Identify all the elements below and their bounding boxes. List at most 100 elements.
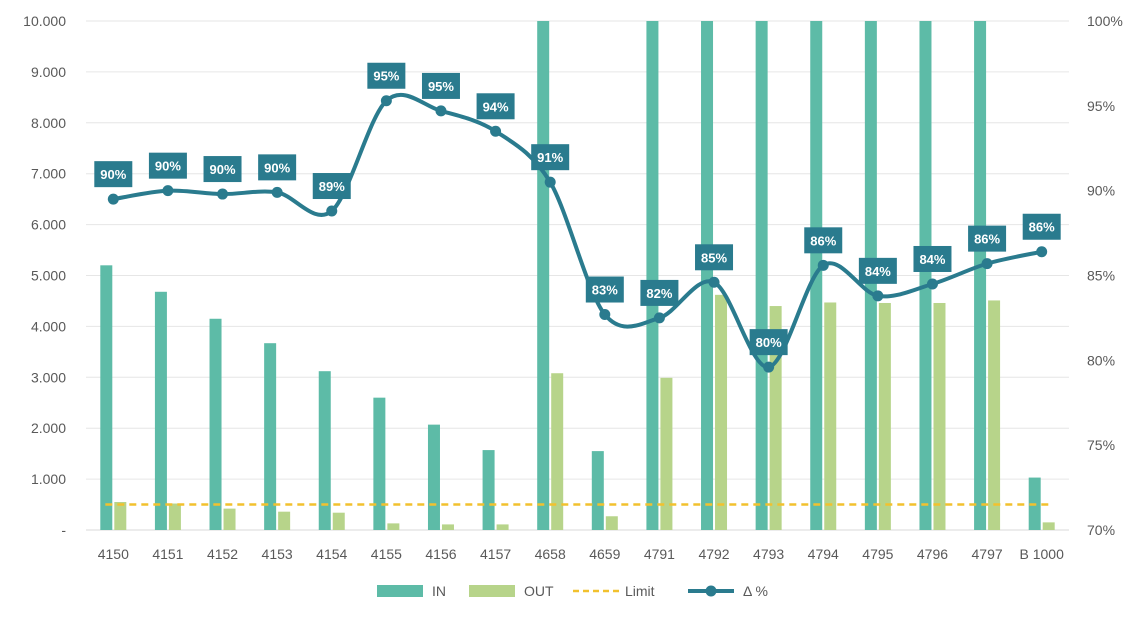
delta-label: 95% bbox=[428, 79, 454, 94]
delta-label: 80% bbox=[756, 335, 782, 350]
bar-in bbox=[318, 371, 331, 530]
delta-label-box bbox=[1022, 213, 1061, 240]
legend-marker-delta bbox=[705, 585, 717, 597]
bar-out bbox=[441, 524, 454, 530]
delta-label-box bbox=[858, 257, 897, 284]
delta-marker bbox=[653, 312, 665, 324]
delta-label-box bbox=[640, 279, 679, 306]
bar-out bbox=[1042, 522, 1055, 530]
bar-in bbox=[701, 21, 714, 530]
delta-label-box bbox=[203, 156, 242, 183]
y-axis-left: - 1.000 2.000 3.000 4.000 5.000 6.000 7.000 8.00… bbox=[23, 13, 66, 538]
delta-label: 89% bbox=[319, 179, 345, 194]
bar-out bbox=[114, 502, 127, 530]
delta-label: 86% bbox=[810, 233, 836, 248]
bar-in bbox=[646, 21, 659, 530]
bar-in bbox=[100, 265, 113, 530]
bar-out bbox=[332, 512, 345, 530]
delta-label-box bbox=[585, 276, 624, 303]
delta-series-line bbox=[112, 93, 1043, 370]
y-right-tick-label: 75% bbox=[1087, 437, 1115, 453]
legend-swatch-out bbox=[469, 585, 515, 597]
delta-label: 86% bbox=[974, 232, 1000, 247]
x-tick-label: 4797 bbox=[972, 546, 1003, 562]
y-right-tick-label: 95% bbox=[1087, 98, 1115, 114]
bar-out bbox=[168, 503, 181, 530]
bar-out bbox=[223, 508, 236, 530]
y-right-tick-label: 85% bbox=[1087, 268, 1115, 284]
delta-label-box bbox=[531, 144, 570, 171]
delta-marker bbox=[107, 193, 119, 205]
bar-out bbox=[605, 516, 618, 530]
bar-in bbox=[427, 424, 440, 530]
delta-marker bbox=[490, 125, 502, 137]
delta-label: 90% bbox=[100, 167, 126, 182]
x-axis: 4150 4151 4152 4153 4154 4155 4156 4157 4658 4659… bbox=[98, 546, 1064, 562]
bar-in bbox=[974, 21, 987, 530]
x-tick-label: 4793 bbox=[753, 546, 784, 562]
bar-out bbox=[278, 511, 291, 530]
y-left-tick-label: 10.000 bbox=[23, 13, 66, 29]
delta-label-box bbox=[421, 72, 460, 99]
bar-out bbox=[496, 524, 509, 530]
bar-out bbox=[769, 306, 782, 530]
delta-line bbox=[107, 93, 1048, 373]
y-left-tick-label: - bbox=[61, 522, 66, 538]
delta-label-box bbox=[695, 244, 734, 271]
delta-label: 95% bbox=[373, 69, 399, 84]
legend-swatch-in bbox=[377, 585, 423, 597]
y-left-tick-label: 2.000 bbox=[31, 420, 66, 436]
gridlines bbox=[86, 20, 1069, 531]
bar-out bbox=[933, 302, 946, 530]
legend-label-in: IN bbox=[432, 583, 446, 599]
delta-label-box bbox=[804, 227, 843, 254]
delta-marker bbox=[162, 185, 174, 197]
x-tick-label: 4152 bbox=[207, 546, 238, 562]
y-left-tick-label: 1.000 bbox=[31, 471, 66, 487]
bar-out bbox=[715, 294, 728, 530]
bar-in bbox=[755, 21, 768, 530]
bar-in bbox=[209, 318, 222, 530]
data-labels: 90% 90% 90% 90% 89% 95% 95% 94% 91% 83% 82% 85% 80% 8… bbox=[94, 62, 1061, 356]
x-tick-label: 4150 bbox=[98, 546, 129, 562]
x-tick-label: B 1000 bbox=[1020, 546, 1065, 562]
bar-out bbox=[824, 302, 837, 530]
y-right-tick-label: 80% bbox=[1087, 352, 1115, 368]
legend: IN OUT Limit Δ % bbox=[377, 583, 768, 599]
delta-label: 84% bbox=[865, 264, 891, 279]
y-left-tick-label: 9.000 bbox=[31, 64, 66, 80]
delta-label: 90% bbox=[210, 162, 236, 177]
delta-label: 91% bbox=[537, 150, 563, 165]
bar-out bbox=[551, 373, 564, 530]
delta-marker bbox=[763, 361, 775, 373]
bar-in bbox=[264, 343, 277, 530]
delta-label: 86% bbox=[1029, 220, 1055, 235]
bar-in bbox=[373, 397, 386, 530]
x-tick-label: 4151 bbox=[152, 546, 183, 562]
bar-out bbox=[988, 300, 1001, 530]
delta-label-box bbox=[312, 173, 351, 200]
delta-label-box bbox=[148, 152, 187, 179]
delta-marker bbox=[926, 278, 938, 290]
x-tick-label: 4795 bbox=[862, 546, 893, 562]
delta-marker bbox=[217, 188, 229, 200]
delta-label: 90% bbox=[155, 159, 181, 174]
x-tick-label: 4792 bbox=[698, 546, 729, 562]
delta-marker bbox=[1036, 246, 1048, 258]
x-tick-label: 4659 bbox=[589, 546, 620, 562]
y-right-tick-label: 70% bbox=[1087, 522, 1115, 538]
delta-label-box bbox=[367, 62, 406, 89]
delta-marker bbox=[817, 259, 829, 271]
delta-marker bbox=[544, 176, 556, 188]
delta-marker bbox=[326, 205, 338, 217]
delta-marker bbox=[435, 105, 447, 117]
y-right-tick-label: 90% bbox=[1087, 183, 1115, 199]
legend-label-delta: Δ % bbox=[743, 583, 768, 599]
y-left-tick-label: 5.000 bbox=[31, 268, 66, 284]
y-left-tick-label: 3.000 bbox=[31, 369, 66, 385]
delta-marker bbox=[271, 186, 283, 198]
x-tick-label: 4155 bbox=[371, 546, 402, 562]
delta-label-box bbox=[258, 154, 297, 181]
bar-out bbox=[660, 377, 673, 530]
